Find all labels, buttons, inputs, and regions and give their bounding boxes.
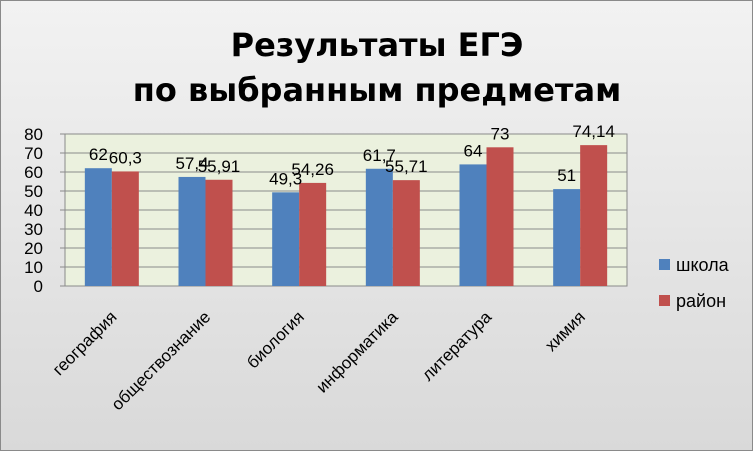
- bar-school: [272, 192, 300, 286]
- bar-district: [392, 180, 420, 286]
- y-tick-label: 70: [24, 144, 43, 163]
- x-category-label: обществознание: [108, 307, 215, 414]
- legend-swatch-district: [659, 295, 670, 306]
- data-label: 61,7: [363, 146, 396, 165]
- data-label: 64: [464, 141, 483, 160]
- x-category-label: химия: [541, 307, 589, 355]
- legend-label-school: школа: [676, 255, 730, 275]
- y-tick-label: 40: [24, 201, 43, 220]
- legend-label-district: район: [676, 291, 726, 311]
- y-tick-label: 20: [24, 239, 43, 258]
- x-category-label: география: [49, 307, 121, 379]
- y-tick-label: 50: [24, 182, 43, 201]
- data-labels: 62 60,3 57,455,91 49,354,26 61,755,71 64 73 51 7…: [89, 122, 615, 188]
- y-tick-label: 30: [24, 220, 43, 239]
- bar-district: [486, 147, 514, 286]
- bar-district: [299, 182, 327, 286]
- legend-swatch-school: [659, 259, 670, 270]
- data-label: 73: [491, 124, 510, 143]
- y-tick-label: 10: [24, 258, 43, 277]
- bar-school: [553, 189, 581, 286]
- legend: школа район: [659, 255, 730, 311]
- data-label: 60,3: [109, 148, 142, 167]
- data-label: 49,3: [269, 169, 302, 188]
- data-label: 74,14: [572, 122, 615, 141]
- data-label: 57,4: [175, 154, 208, 173]
- data-label: 62: [89, 145, 108, 164]
- bar-district: [205, 179, 233, 286]
- data-label: 54,26: [291, 160, 334, 179]
- chart-title: Результаты ЕГЭ: [231, 26, 524, 64]
- bar-school: [365, 168, 393, 286]
- x-category-label: информатика: [312, 307, 402, 397]
- y-tick-label: 80: [24, 125, 43, 144]
- y-tick-label: 60: [24, 163, 43, 182]
- bar-school: [459, 164, 487, 286]
- bar-school: [178, 176, 206, 286]
- x-category-label: биология: [243, 307, 308, 372]
- bar-school: [84, 168, 112, 286]
- chart-subtitle: по выбранным предметам: [133, 71, 621, 109]
- data-label: 55,71: [385, 157, 428, 176]
- grid-lines: [65, 133, 627, 268]
- bars: [84, 145, 608, 286]
- data-label: 51: [557, 166, 576, 185]
- data-label: 55,91: [198, 157, 241, 176]
- bar-district: [111, 171, 139, 286]
- x-category-label: литература: [418, 307, 496, 385]
- bar-district: [580, 145, 608, 286]
- y-tick-label: 0: [34, 277, 43, 296]
